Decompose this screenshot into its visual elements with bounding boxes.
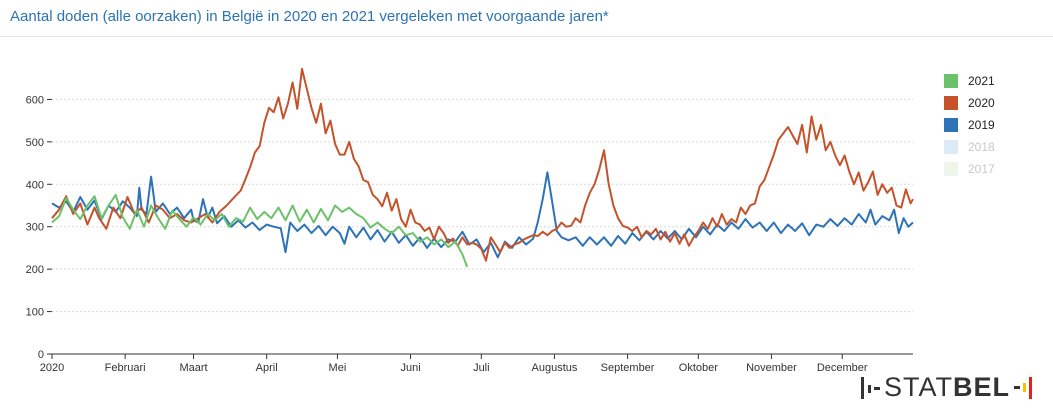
legend-item-2017[interactable]: 2017 [944,158,995,180]
legend: 2021 2020 2019 2018 2017 [944,70,995,180]
legend-swatch [944,162,958,176]
x-tick-label: Mei [329,362,347,374]
x-tick-label: December [817,362,868,374]
legend-label: 2021 [968,74,995,88]
y-tick-label: 0 [38,349,44,361]
x-tick-label: April [256,362,278,374]
legend-swatch [944,74,958,88]
x-tick-label: Augustus [532,362,578,374]
legend-item-2019[interactable]: 2019 [944,114,995,136]
x-tick-label: Juni [400,362,420,374]
y-tick-label: 600 [26,94,44,106]
statbel-logo-text-bold: BEL [953,372,1010,402]
legend-item-2018[interactable]: 2018 [944,136,995,158]
legend-item-2020[interactable]: 2020 [944,92,995,114]
x-tick-label: Oktober [679,362,718,374]
axes: 0 100 200 300 400 500 600 2020 Februari Maart Apri… [26,94,913,374]
legend-label: 2020 [968,96,995,110]
chart-title: Aantal doden (alle oorzaken) in België i… [10,8,609,25]
y-tick-label: 100 [26,307,44,319]
y-tick-label: 500 [26,137,44,149]
legend-swatch [944,96,958,110]
legend-swatch [944,140,958,154]
series-lines [51,67,914,268]
legend-label: 2018 [968,140,995,154]
x-tick-label: 2020 [40,362,64,374]
legend-label: 2017 [968,162,995,176]
y-tick-label: 200 [26,264,44,276]
statbel-logo: STATBEL [858,372,1040,403]
y-tick-label: 400 [26,179,44,191]
title-divider [0,36,1053,37]
x-tick-label: September [601,362,655,374]
series-line-2021 [51,193,469,268]
statbel-logo-mark-right [1014,376,1032,399]
x-tick-label: Juli [473,362,490,374]
legend-item-2021[interactable]: 2021 [944,70,995,92]
legend-label: 2019 [968,118,995,132]
statbel-logo-text-light: STAT [884,372,953,402]
y-tick-label: 300 [26,222,44,234]
series-line-2020 [51,67,914,262]
statbel-logo-text: STATBEL [884,372,1010,403]
legend-swatch [944,118,958,132]
x-tick-label: November [746,362,797,374]
x-tick-label: Maart [179,362,207,374]
statbel-logo-mark-left [861,376,880,399]
series-line-2019 [51,171,914,259]
x-tick-label: Februari [105,362,146,374]
